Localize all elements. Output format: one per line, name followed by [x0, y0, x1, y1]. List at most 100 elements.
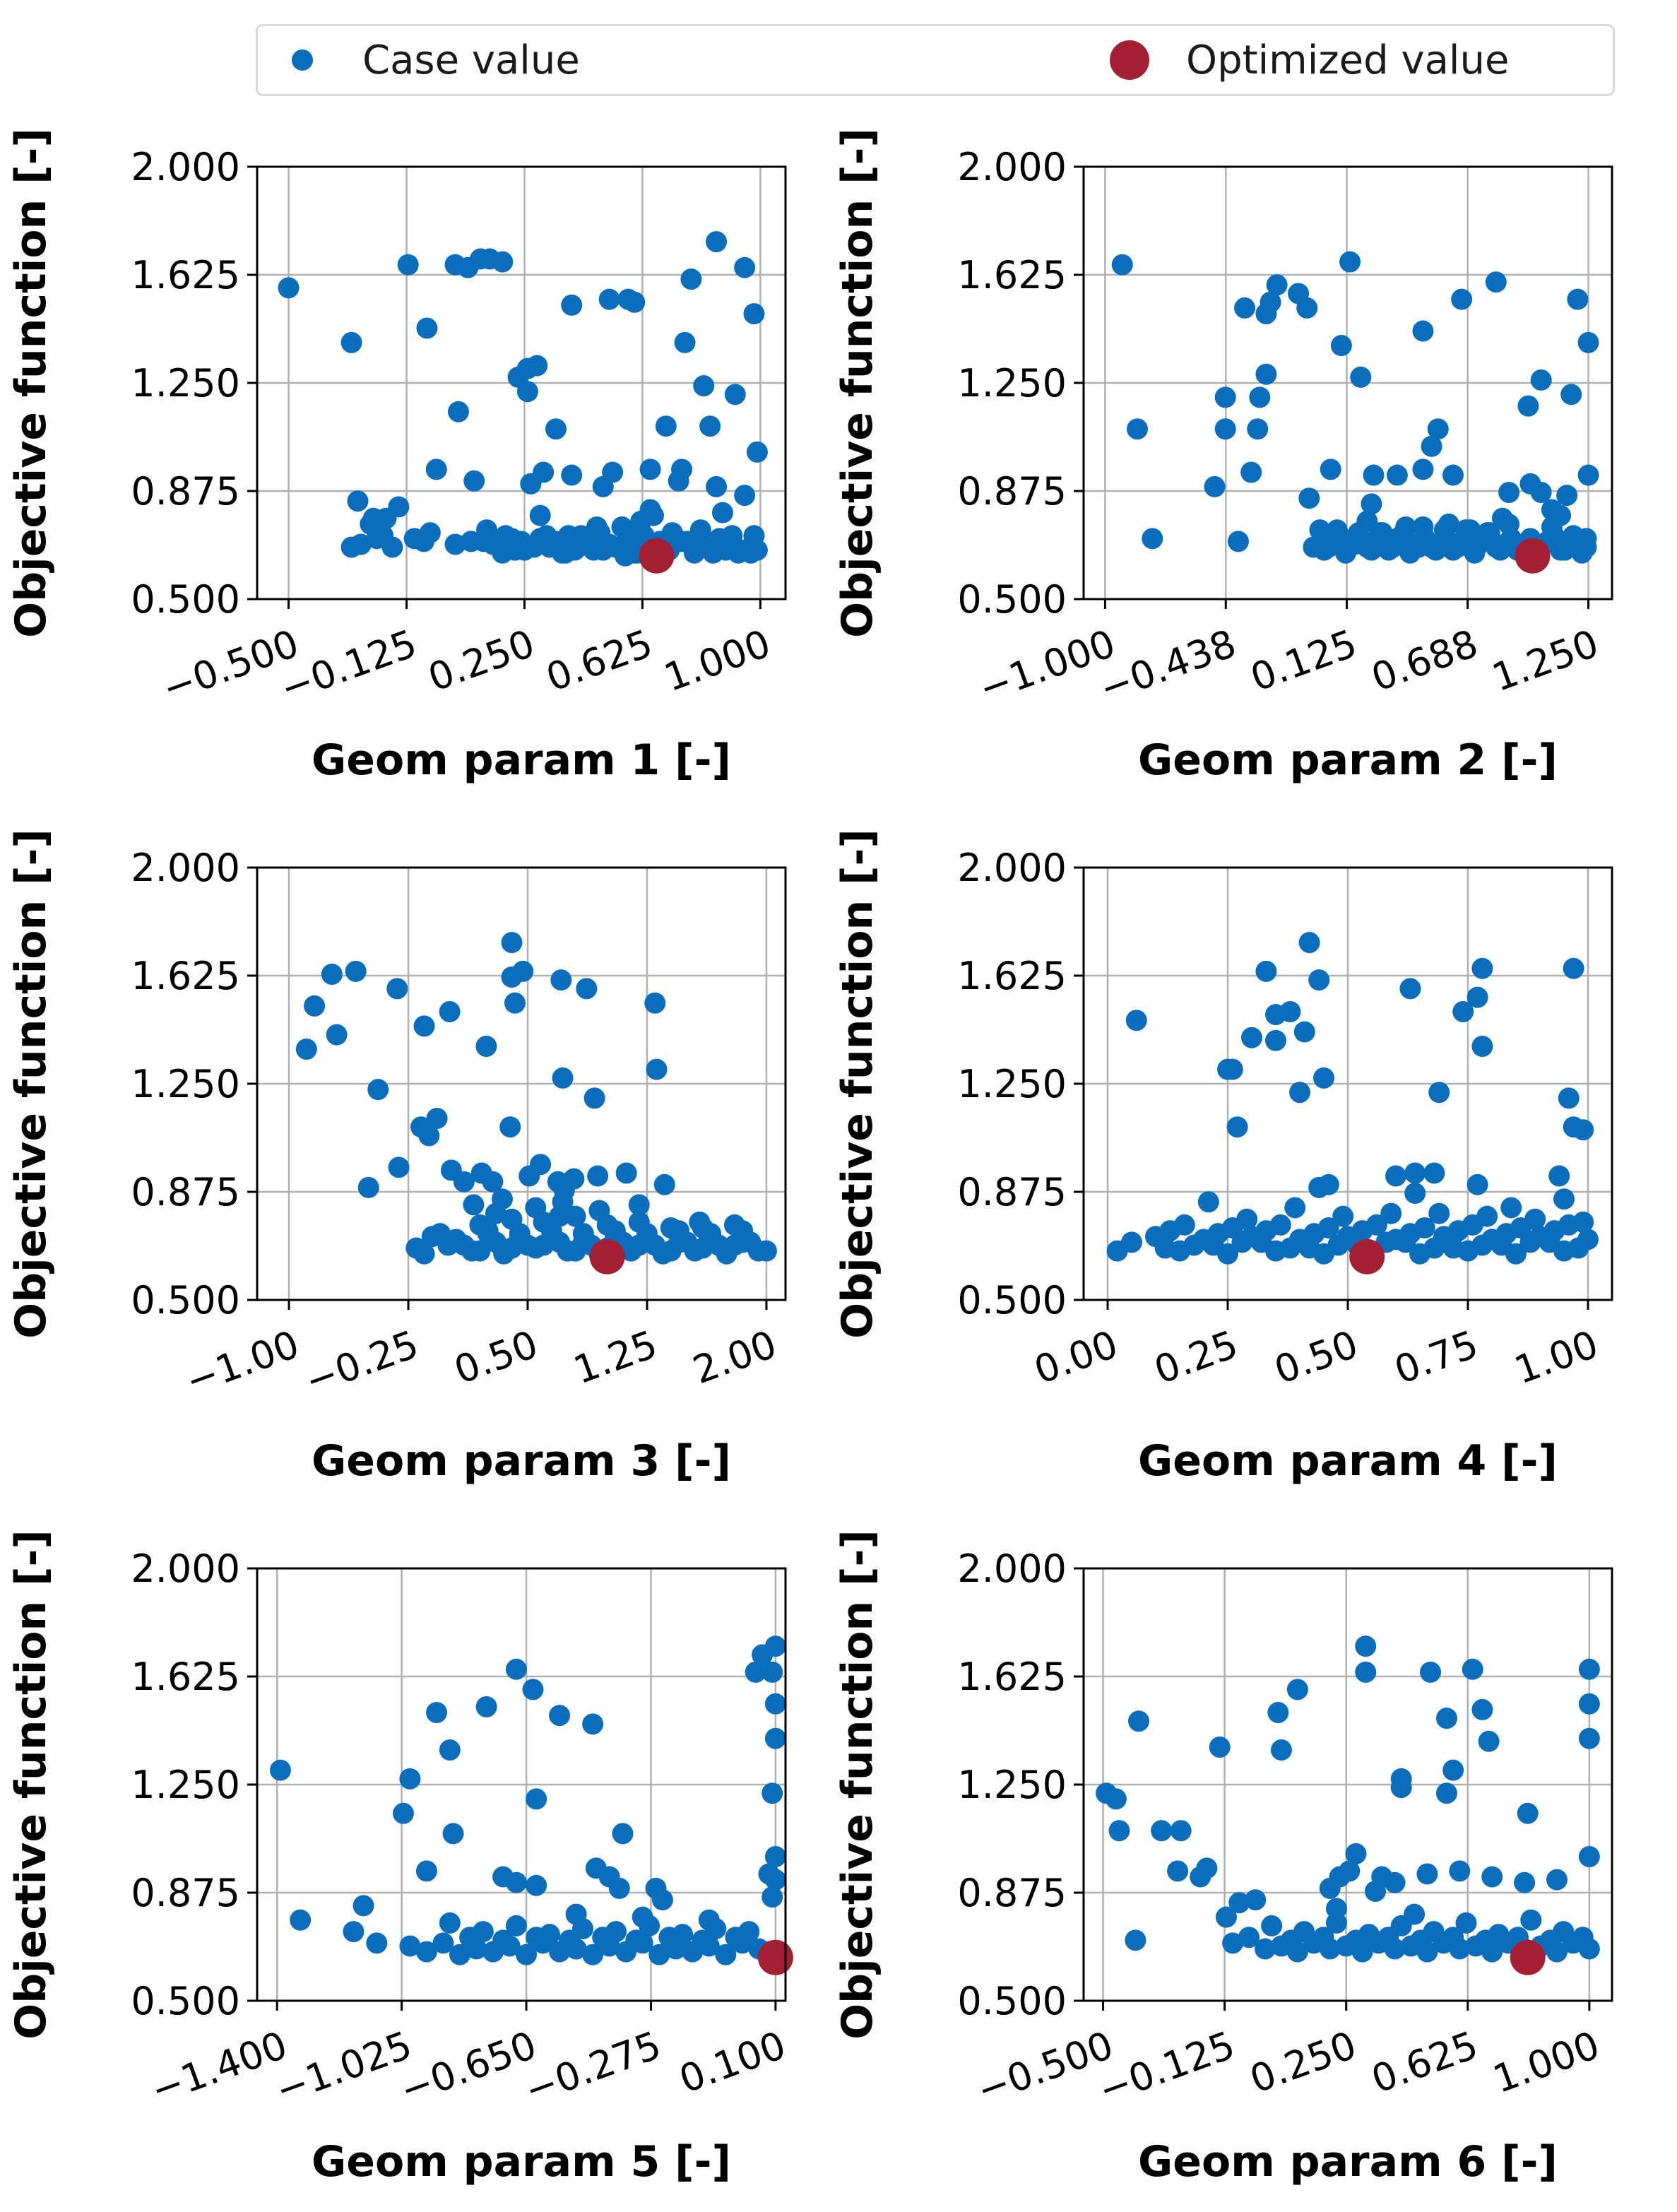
case-point	[706, 475, 728, 497]
case-point	[1247, 418, 1269, 440]
x-tick-label: −1.00	[179, 1322, 304, 1404]
case-point	[1254, 1938, 1276, 1960]
case-point	[1404, 1162, 1426, 1184]
case-point	[1128, 1710, 1150, 1732]
case-point	[444, 533, 466, 555]
y-tick-label: 1.625	[957, 1655, 1067, 1699]
case-point	[1560, 384, 1582, 406]
case-point	[1578, 1846, 1600, 1867]
case-point	[1106, 1240, 1128, 1262]
case-point	[1423, 1921, 1445, 1943]
case-point	[516, 1944, 538, 1965]
case-point	[1167, 1860, 1189, 1882]
case-point	[1339, 1860, 1361, 1882]
case-point	[304, 995, 326, 1017]
case-point	[615, 1162, 637, 1184]
case-point	[674, 331, 696, 353]
case-point	[1289, 1082, 1310, 1104]
case-point	[1312, 1927, 1334, 1948]
case-point	[1125, 1010, 1147, 1031]
y-tick-label: 1.625	[131, 954, 240, 998]
case-point	[671, 531, 693, 552]
case-point	[734, 485, 756, 507]
case-point	[1105, 1788, 1127, 1810]
case-point	[1421, 435, 1442, 457]
legend-optimized-label: Optimized value	[1186, 37, 1510, 83]
case-point	[413, 531, 434, 552]
case-point	[449, 1944, 470, 1965]
case-point	[1365, 1214, 1387, 1236]
case-point	[439, 1739, 461, 1761]
x-tick-label: 1.000	[658, 621, 776, 700]
case-point	[1308, 1176, 1330, 1198]
case-point	[501, 528, 523, 550]
case-point	[1412, 459, 1434, 480]
optimized-point	[589, 1238, 625, 1274]
optimized-point	[639, 538, 675, 574]
case-point	[1266, 274, 1288, 296]
y-tick-label: 1.625	[131, 1655, 240, 1699]
y-tick-label: 0.875	[957, 469, 1067, 514]
case-point	[463, 1194, 485, 1216]
case-point	[505, 1871, 527, 1893]
case-point	[628, 1211, 650, 1233]
case-point	[596, 1214, 618, 1236]
case-point	[1476, 1205, 1498, 1227]
case-point	[1384, 1871, 1406, 1893]
case-point	[762, 1782, 783, 1804]
y-tick-label: 1.625	[957, 253, 1067, 297]
x-tick-label: 0.250	[1244, 2023, 1362, 2102]
case-point	[582, 1713, 604, 1735]
case-point	[1320, 459, 1341, 480]
case-point	[1563, 525, 1584, 547]
case-point	[1267, 1702, 1289, 1723]
case-point	[1548, 1165, 1570, 1187]
case-point	[1530, 369, 1552, 391]
case-point	[1238, 1927, 1260, 1948]
case-point	[699, 415, 721, 437]
case-point	[1217, 1243, 1238, 1265]
case-point	[1520, 1909, 1542, 1931]
case-point	[1556, 485, 1578, 507]
y-tick-label: 0.500	[957, 577, 1067, 622]
case-point	[1442, 464, 1464, 486]
subplot-5: 0.5000.8751.2501.6252.000−1.400−1.025−0.…	[6, 1530, 793, 2187]
case-point	[1578, 1727, 1600, 1749]
case-point	[1255, 960, 1277, 982]
case-point	[1286, 1679, 1308, 1701]
case-point	[1438, 513, 1459, 535]
case-point	[1325, 1898, 1347, 1920]
case-point	[738, 1921, 760, 1943]
y-tick-label: 2.000	[131, 846, 240, 890]
case-point	[1217, 1058, 1238, 1080]
case-point	[1545, 504, 1567, 526]
case-point	[605, 1921, 627, 1943]
y-tick-label: 0.875	[131, 1871, 240, 1915]
case-point	[460, 531, 482, 552]
case-point	[295, 1039, 317, 1060]
case-point	[366, 528, 388, 550]
subplot-4: 0.500 0.875 1.250 1.625 2.000 0.00 0.25 0.50 0.7…	[833, 829, 1613, 1486]
y-tick-label: 0.875	[957, 1170, 1067, 1214]
case-point	[1414, 1217, 1435, 1238]
case-point	[1261, 1915, 1283, 1936]
case-point	[706, 231, 728, 253]
case-point	[1313, 1067, 1334, 1089]
case-point	[1416, 1863, 1438, 1885]
case-point	[278, 277, 300, 299]
case-point	[764, 1727, 786, 1749]
case-point	[399, 1935, 421, 1957]
y-tick-label: 0.875	[957, 1871, 1067, 1915]
case-point	[429, 1223, 451, 1245]
subplot-6: 0.500 0.875 1.250 1.625 2.000 −0.500−0.125 0.2…	[833, 1530, 1613, 2187]
case-point	[1358, 1924, 1380, 1946]
case-point	[1270, 1739, 1292, 1761]
x-tick-label: −0.125	[275, 621, 422, 711]
case-point	[672, 1924, 694, 1946]
optimized-point	[1510, 1939, 1546, 1975]
case-point	[426, 1107, 448, 1129]
case-point	[1563, 1116, 1584, 1138]
case-point	[653, 1173, 675, 1195]
x-axis-label: Geom param 3 [-]	[312, 1436, 731, 1486]
case-point	[1108, 1820, 1130, 1842]
